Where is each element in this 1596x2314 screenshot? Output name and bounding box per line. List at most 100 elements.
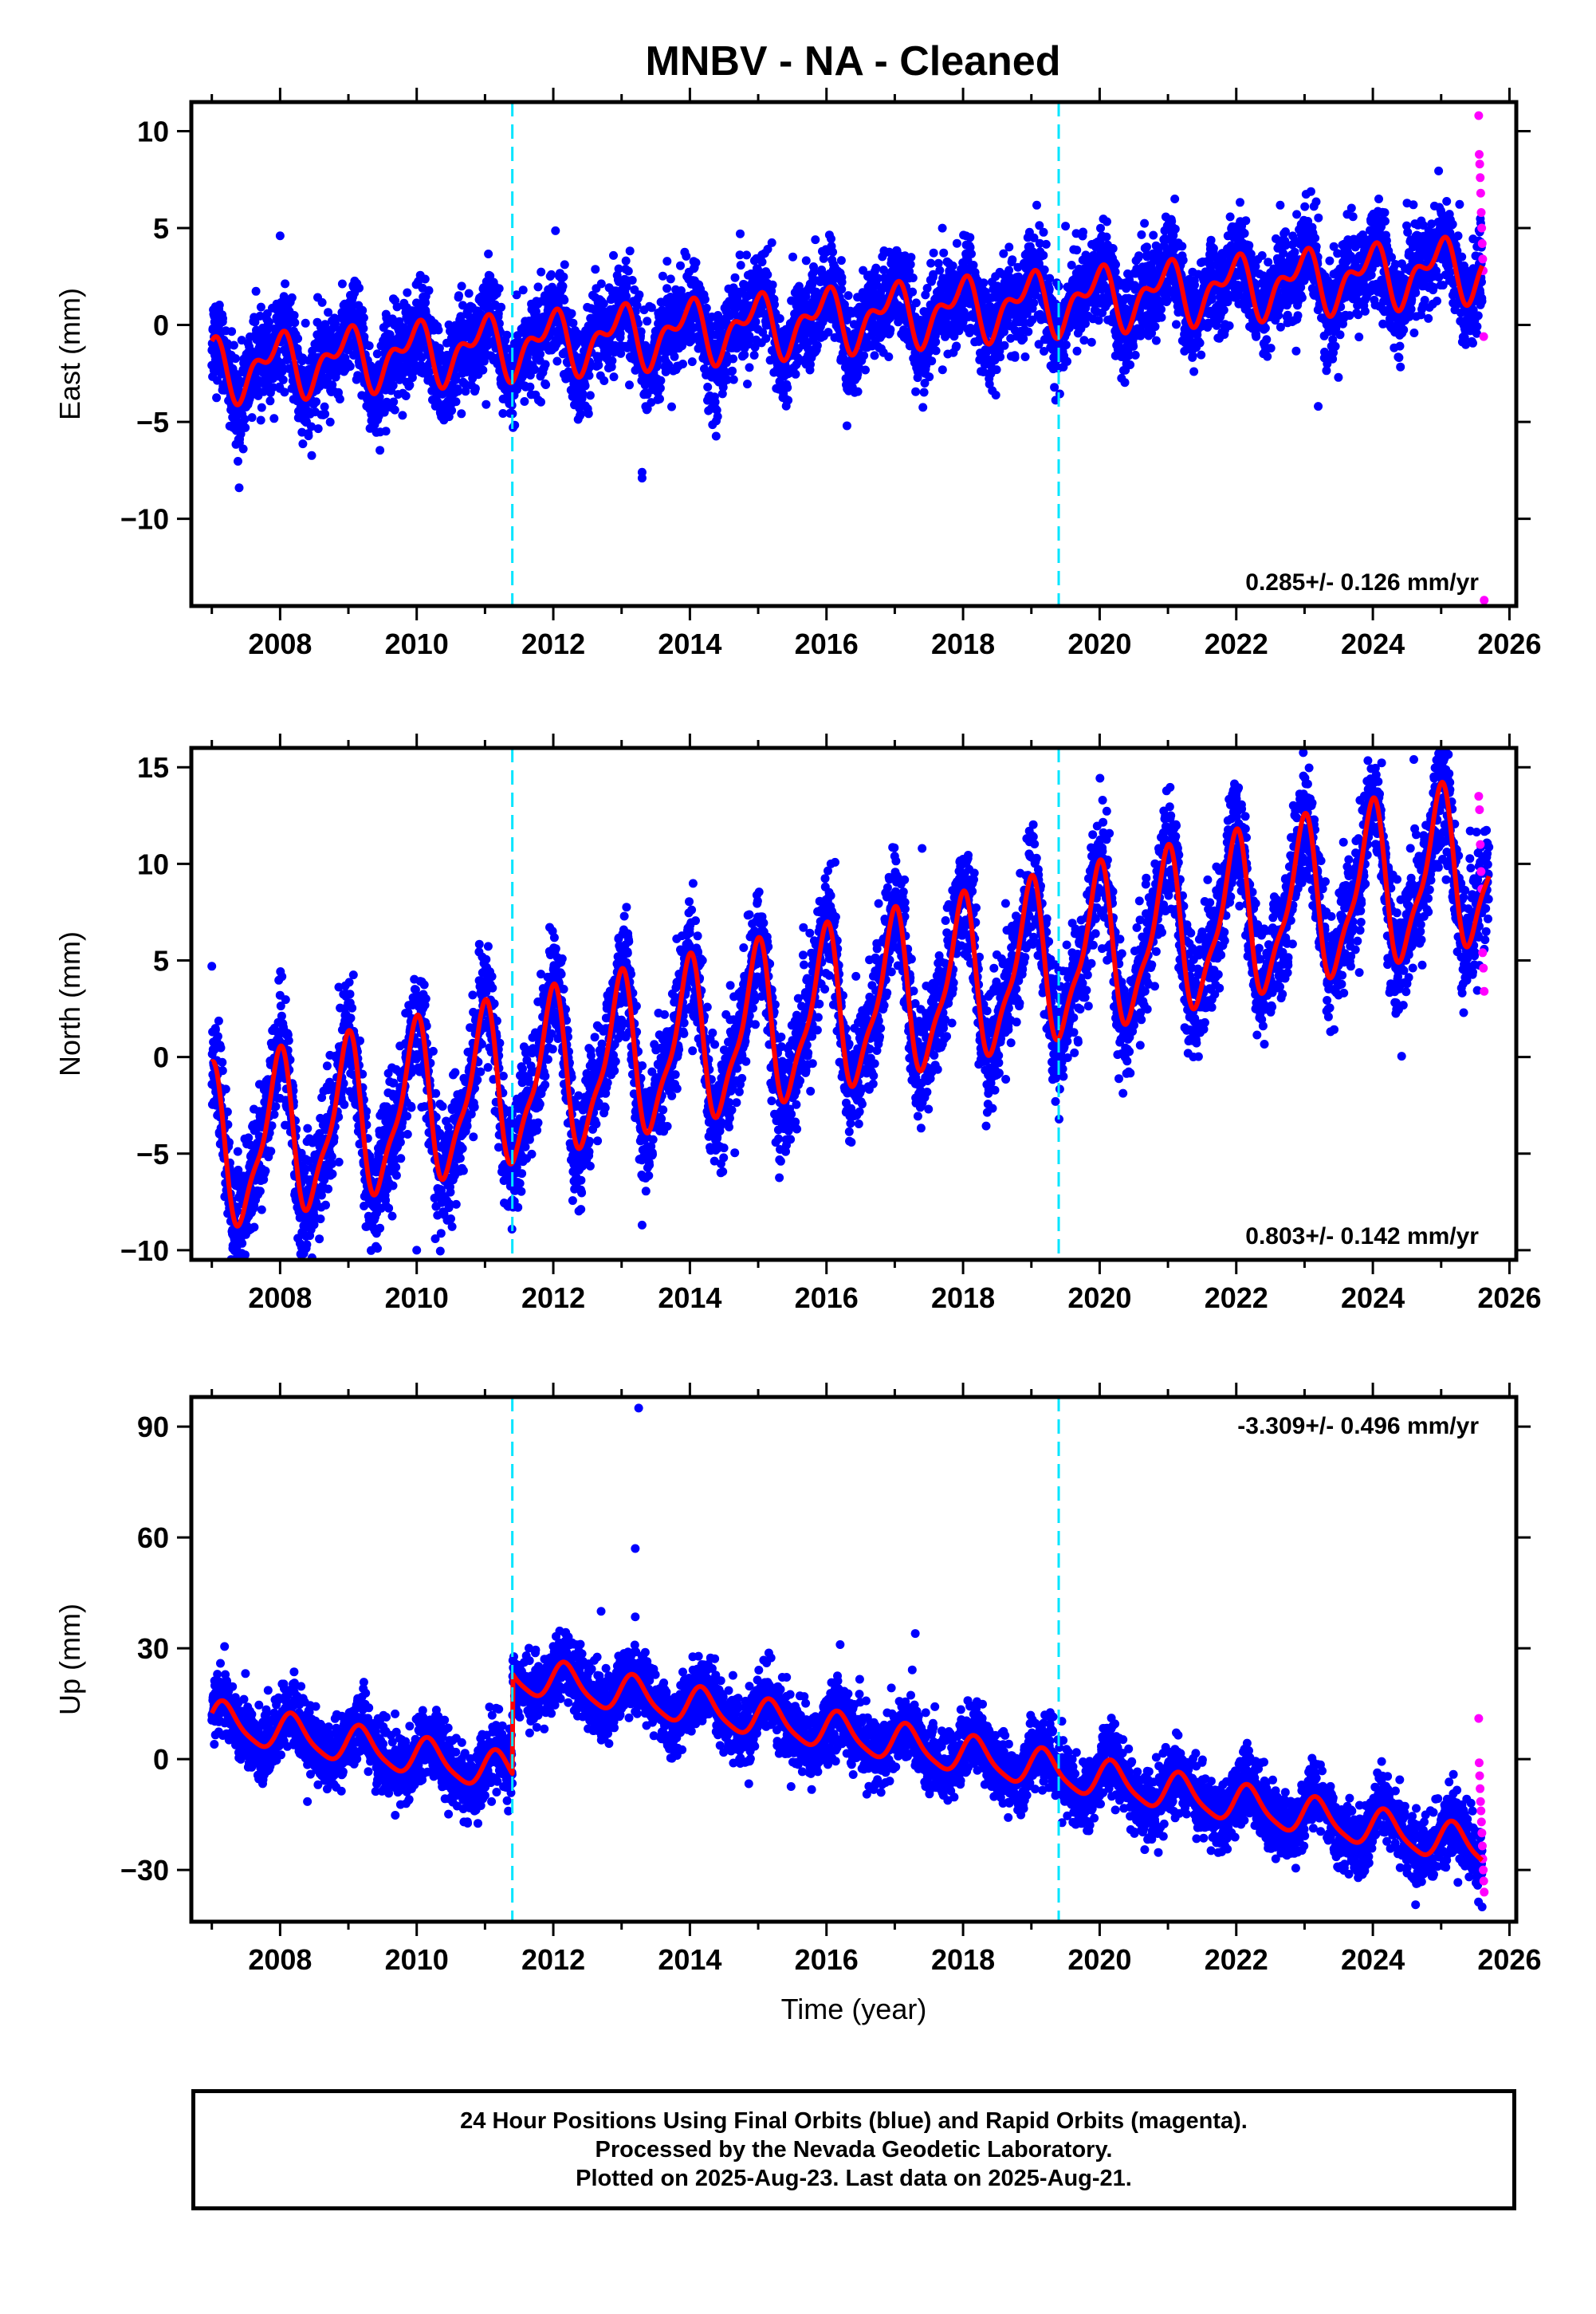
data-point bbox=[484, 250, 493, 258]
data-point bbox=[1157, 305, 1166, 314]
final-orbit-points bbox=[207, 166, 1487, 493]
data-point bbox=[334, 388, 343, 397]
data-point bbox=[533, 282, 543, 292]
data-point bbox=[265, 396, 275, 406]
data-point bbox=[320, 409, 330, 419]
data-point bbox=[236, 429, 246, 439]
data-point bbox=[317, 297, 327, 307]
data-point bbox=[749, 351, 759, 360]
data-point bbox=[1063, 356, 1071, 366]
data-point bbox=[635, 290, 644, 300]
data-point bbox=[767, 238, 776, 247]
data-point bbox=[301, 318, 310, 328]
data-point bbox=[558, 281, 568, 291]
data-point bbox=[662, 257, 672, 266]
data-point bbox=[662, 284, 672, 293]
data-point bbox=[743, 380, 752, 389]
data-point bbox=[812, 340, 822, 350]
data-point bbox=[307, 451, 316, 460]
data-point bbox=[1129, 341, 1138, 351]
data-point bbox=[687, 357, 697, 367]
data-point bbox=[991, 391, 1000, 399]
data-point bbox=[1029, 298, 1039, 308]
data-point bbox=[1151, 336, 1161, 345]
data-point bbox=[676, 261, 685, 270]
data-point bbox=[536, 349, 545, 359]
data-point bbox=[355, 283, 364, 293]
data-point bbox=[345, 362, 355, 371]
data-point bbox=[580, 381, 590, 391]
data-point bbox=[290, 318, 300, 328]
data-point bbox=[836, 256, 846, 266]
data-point bbox=[729, 375, 738, 384]
data-point bbox=[403, 288, 412, 297]
data-point bbox=[682, 251, 691, 261]
data-point bbox=[599, 376, 609, 385]
data-point bbox=[307, 422, 316, 431]
data-point bbox=[281, 279, 290, 289]
data-point bbox=[497, 302, 506, 312]
data-point bbox=[1134, 251, 1144, 261]
data-point bbox=[938, 365, 947, 375]
data-point bbox=[729, 354, 738, 364]
data-point bbox=[337, 279, 347, 289]
data-point bbox=[992, 365, 1001, 375]
data-point bbox=[1079, 336, 1089, 345]
data-point bbox=[996, 352, 1005, 362]
data-point bbox=[1087, 337, 1096, 347]
data-point bbox=[1170, 224, 1180, 234]
data-point bbox=[886, 325, 895, 334]
data-point bbox=[926, 258, 936, 268]
data-point bbox=[1137, 230, 1146, 239]
data-point bbox=[736, 229, 745, 238]
data-point bbox=[616, 348, 626, 358]
data-point bbox=[537, 397, 545, 407]
data-point bbox=[390, 405, 399, 415]
data-point bbox=[711, 431, 721, 441]
data-point bbox=[470, 384, 480, 393]
data-point bbox=[1149, 230, 1158, 240]
data-point bbox=[929, 248, 938, 258]
data-point bbox=[567, 309, 576, 318]
data-point bbox=[658, 271, 667, 281]
data-point bbox=[615, 329, 625, 338]
data-point bbox=[1072, 346, 1082, 356]
data-point bbox=[578, 389, 588, 399]
data-point bbox=[870, 351, 879, 360]
data-point bbox=[730, 273, 740, 282]
data-point bbox=[401, 392, 411, 400]
data-point bbox=[359, 324, 368, 333]
data-point bbox=[424, 285, 434, 295]
data-point bbox=[1039, 250, 1048, 260]
data-point bbox=[353, 373, 363, 383]
data-point bbox=[627, 276, 637, 285]
data-point bbox=[231, 354, 240, 364]
data-point bbox=[967, 249, 976, 258]
data-point bbox=[591, 265, 600, 274]
data-point bbox=[584, 409, 593, 419]
data-point bbox=[434, 325, 443, 335]
data-point bbox=[358, 305, 368, 315]
data-point bbox=[623, 266, 633, 276]
data-point bbox=[1172, 320, 1181, 329]
data-point bbox=[541, 360, 550, 369]
panel-east: 2008 2010 2012 2014 2016 2018 2020 2022 2024 2026… bbox=[53, 88, 1541, 660]
data-point bbox=[742, 250, 751, 260]
data-point bbox=[457, 409, 466, 419]
data-point bbox=[478, 365, 488, 375]
data-point bbox=[320, 320, 330, 329]
data-point bbox=[454, 387, 463, 396]
data-point bbox=[783, 383, 792, 392]
data-point bbox=[757, 258, 767, 266]
data-point bbox=[728, 366, 737, 376]
data-point bbox=[313, 424, 323, 434]
data-point bbox=[265, 317, 273, 327]
data-point bbox=[451, 397, 461, 407]
data-point bbox=[256, 415, 265, 425]
data-point bbox=[622, 291, 631, 301]
data-point bbox=[212, 393, 222, 403]
data-point bbox=[251, 286, 261, 296]
data-point bbox=[925, 372, 934, 382]
data-point bbox=[328, 380, 337, 390]
data-point bbox=[678, 360, 687, 368]
